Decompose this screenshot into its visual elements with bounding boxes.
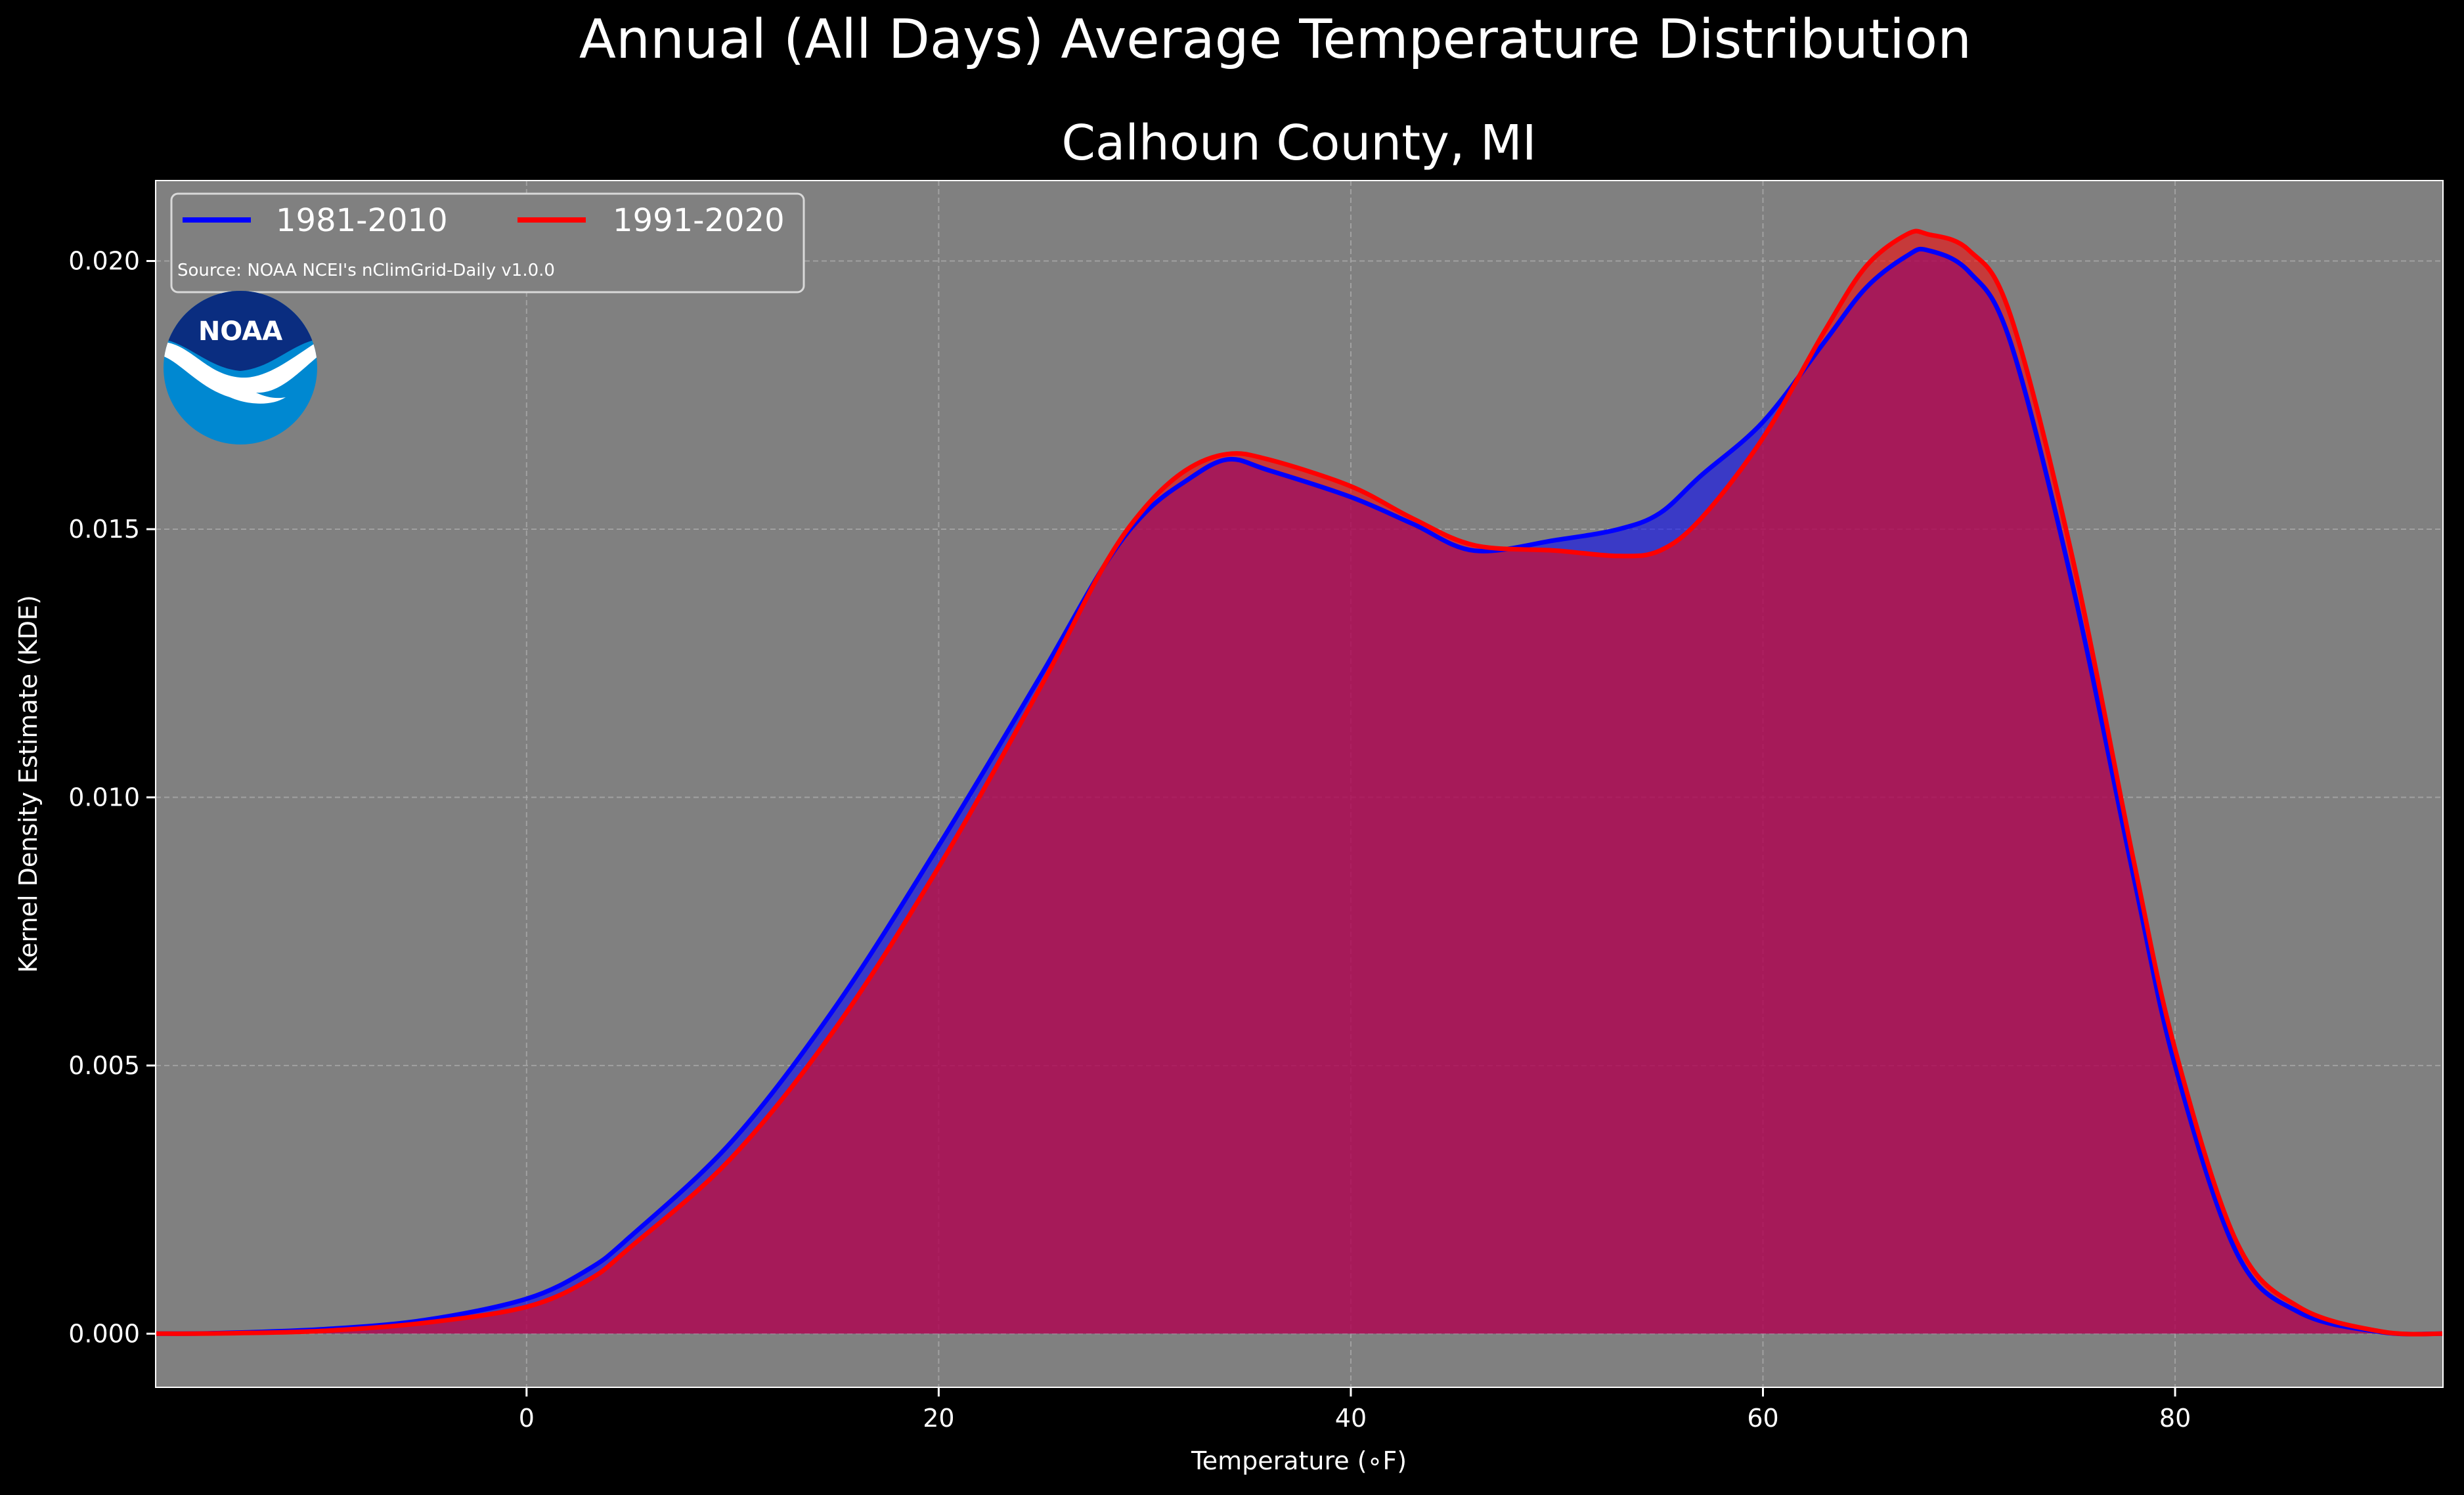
series-line-1991-2020 [156,228,2443,1337]
series-line-1981-2010 [156,246,2443,1337]
axes-frame [155,180,2444,1388]
series-layer [156,228,2443,1337]
noaa-logo-text: NOAA [198,316,282,347]
x-tick-label: 80 [2159,1404,2191,1433]
source-note: Source: NOAA NCEI's nClimGrid-Daily v1.0… [177,261,555,280]
x-tick-label: 40 [1335,1404,1367,1433]
y-tick-label: 0.015 [68,515,140,544]
chart-suptitle: Annual (All Days) Average Temperature Di… [579,9,1971,71]
y-axis-label: Kernel Density Estimate (KDE) [14,595,43,973]
y-tick-label: 0.010 [68,783,140,812]
x-axis-label: Temperature (∘F) [1191,1446,1407,1475]
y-tick-label: 0.020 [68,247,140,276]
y-tick-label: 0.000 [68,1319,140,1348]
legend-frame [170,192,805,293]
legend-label-1991-2020: 1991-2020 [613,202,785,239]
chart-title: Calhoun County, MI [1061,115,1536,171]
axes: 0 20 40 60 80 0.000 0.005 0.010 0.015 0.020 [68,180,2444,1433]
y-tick-label: 0.005 [68,1051,140,1080]
x-tick-label: 0 [519,1404,535,1433]
legend-label-1981-2010: 1981-2010 [276,202,448,239]
legend: 1981-2010 1991-2020 [170,192,805,293]
area-fill-1991-2020 [156,230,2443,1335]
x-tick-label: 60 [1747,1404,1778,1433]
x-tick-label: 20 [923,1404,954,1433]
